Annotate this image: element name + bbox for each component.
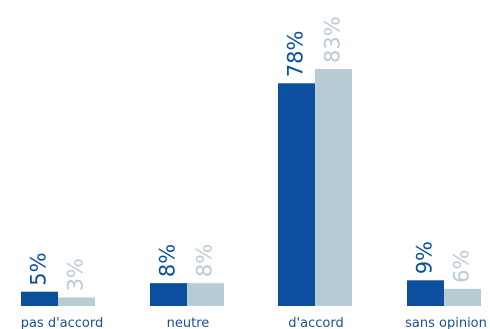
value-label-daccord-series-2: 83% xyxy=(321,16,345,63)
bar-sans-opinion-series-1 xyxy=(407,280,444,306)
bar-daccord-series-1 xyxy=(278,83,315,307)
value-label-daccord-series-1: 78% xyxy=(284,31,308,78)
value-label-neutre-series-2: 8% xyxy=(193,244,217,277)
bar-daccord-series-2 xyxy=(315,69,352,306)
bar-sans-opinion-series-2 xyxy=(444,288,481,306)
bar-pas-daccord-series-2 xyxy=(58,297,95,306)
bar-pas-daccord-series-1 xyxy=(21,291,58,306)
category-label-daccord: d'accord xyxy=(288,316,343,329)
value-label-pas-daccord-series-1: 5% xyxy=(27,252,51,285)
category-label-pas-daccord: pas d'accord xyxy=(21,316,104,329)
bar-neutre-series-1 xyxy=(150,283,187,306)
value-label-sans-opinion-series-2: 6% xyxy=(450,250,474,283)
category-label-neutre: neutre xyxy=(167,316,210,329)
value-label-sans-opinion-series-1: 9% xyxy=(413,241,437,274)
value-label-neutre-series-1: 8% xyxy=(156,244,180,277)
value-label-pas-daccord-series-2: 3% xyxy=(64,258,88,291)
category-label-sans-opinion: sans opinion xyxy=(405,316,487,329)
bar-neutre-series-2 xyxy=(187,283,224,306)
